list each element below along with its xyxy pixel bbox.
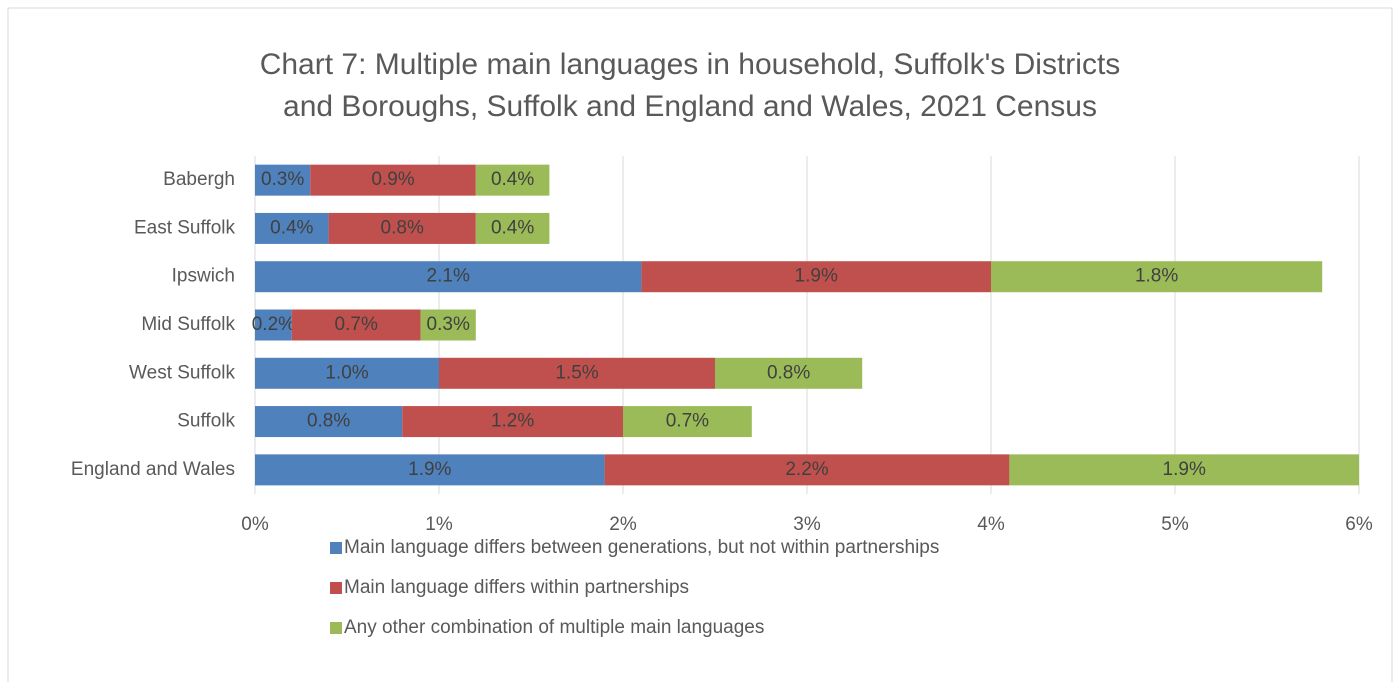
x-tick-label: 1% xyxy=(425,514,453,535)
data-label: 1.0% xyxy=(325,362,368,383)
bar-segment xyxy=(328,212,476,244)
bar-segment xyxy=(255,406,403,438)
bar-segment xyxy=(475,164,550,196)
bar-segment xyxy=(310,164,476,196)
data-label: 2.1% xyxy=(427,266,470,287)
y-tick-label: Babergh xyxy=(163,169,235,190)
chart-title: Chart 7: Multiple main languages in hous… xyxy=(260,48,1121,81)
data-label: 0.3% xyxy=(261,169,304,190)
bar-segment xyxy=(255,309,292,341)
bar-segment xyxy=(255,212,329,244)
chart-frame xyxy=(7,7,1393,682)
data-label: 0.4% xyxy=(270,217,313,238)
bar-segment xyxy=(1009,454,1359,486)
y-tick-label: Mid Suffolk xyxy=(141,314,235,335)
data-label: 0.8% xyxy=(307,411,350,432)
data-label: 0.2% xyxy=(252,314,295,335)
bar-segment xyxy=(255,261,642,293)
bar-segment xyxy=(641,261,991,293)
bar-segment xyxy=(255,454,605,486)
legend-label: Any other combination of multiple main l… xyxy=(344,617,764,638)
x-tick-label: 4% xyxy=(977,514,1005,535)
legend-swatch xyxy=(330,542,342,554)
bar-segment xyxy=(402,406,623,438)
bar-segment xyxy=(991,261,1323,293)
x-tick-label: 3% xyxy=(793,514,821,535)
y-tick-label: East Suffolk xyxy=(134,217,236,238)
data-label: 0.4% xyxy=(491,217,534,238)
x-tick-label: 6% xyxy=(1345,514,1373,535)
chart-title: and Boroughs, Suffolk and England and Wa… xyxy=(283,90,1097,123)
legend-swatch xyxy=(330,622,342,634)
y-tick-label: West Suffolk xyxy=(129,362,235,383)
data-label: 1.8% xyxy=(1135,266,1178,287)
data-label: 1.2% xyxy=(491,411,534,432)
data-label: 0.9% xyxy=(371,169,414,190)
data-label: 1.9% xyxy=(408,459,451,480)
data-label: 0.4% xyxy=(491,169,534,190)
data-label: 0.8% xyxy=(381,217,424,238)
x-tick-label: 5% xyxy=(1161,514,1189,535)
y-tick-label: Suffolk xyxy=(177,411,235,432)
bar-segment xyxy=(623,406,752,438)
x-tick-label: 0% xyxy=(241,514,269,535)
x-tick-label: 2% xyxy=(609,514,637,535)
data-label: 2.2% xyxy=(785,459,828,480)
bar-segment xyxy=(255,164,311,196)
bar-segment xyxy=(715,357,863,389)
data-label: 0.7% xyxy=(335,314,378,335)
data-label: 0.3% xyxy=(427,314,470,335)
legend-label: Main language differs within partnership… xyxy=(344,577,689,598)
bar-segment xyxy=(291,309,421,341)
bar-segment xyxy=(439,357,715,389)
legend-swatch xyxy=(330,582,342,594)
bar-segment xyxy=(604,454,1010,486)
bar-segment xyxy=(420,309,476,341)
data-label: 1.5% xyxy=(555,362,598,383)
bar-segment xyxy=(475,212,550,244)
data-label: 0.7% xyxy=(666,411,709,432)
data-label: 1.9% xyxy=(795,266,838,287)
bar-segment xyxy=(255,357,439,389)
y-tick-label: Ipswich xyxy=(172,266,235,287)
data-label: 1.9% xyxy=(1163,459,1206,480)
legend-label: Main language differs between generation… xyxy=(344,537,939,558)
y-tick-label: England and Wales xyxy=(71,459,235,480)
data-label: 0.8% xyxy=(767,362,810,383)
